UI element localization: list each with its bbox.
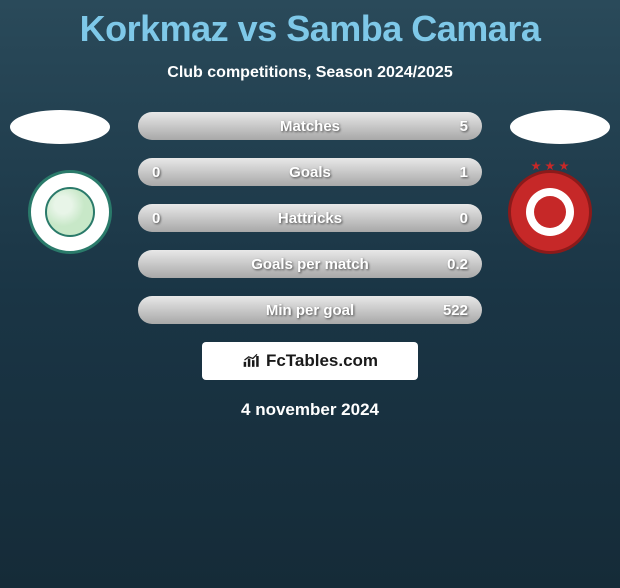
player-marker-right bbox=[510, 110, 610, 144]
stat-right-value: 0 bbox=[428, 210, 468, 227]
content-wrapper: Matches 5 0 Goals 1 0 Hattricks 0 Goals … bbox=[0, 112, 620, 420]
stat-label: Matches bbox=[280, 118, 340, 135]
stat-right-value: 0.2 bbox=[428, 256, 468, 273]
stat-right-value: 1 bbox=[428, 164, 468, 181]
stat-label: Goals bbox=[289, 164, 331, 181]
club-badge-left bbox=[28, 170, 112, 254]
stat-label: Min per goal bbox=[266, 302, 354, 319]
chart-icon bbox=[242, 353, 262, 369]
stat-left-value: 0 bbox=[152, 210, 192, 227]
season-subtitle: Club competitions, Season 2024/2025 bbox=[0, 64, 620, 82]
fctables-label: FcTables.com bbox=[266, 351, 378, 371]
stat-row: Goals per match 0.2 bbox=[138, 250, 482, 278]
stat-rows-container: Matches 5 0 Goals 1 0 Hattricks 0 Goals … bbox=[138, 112, 482, 324]
stat-row: 0 Goals 1 bbox=[138, 158, 482, 186]
stat-right-value: 522 bbox=[428, 302, 468, 319]
fctables-badge[interactable]: FcTables.com bbox=[202, 342, 418, 380]
stat-row: Matches 5 bbox=[138, 112, 482, 140]
stat-row: 0 Hattricks 0 bbox=[138, 204, 482, 232]
club-badge-right-inner bbox=[526, 188, 574, 236]
player-marker-left bbox=[10, 110, 110, 144]
date-text: 4 november 2024 bbox=[0, 400, 620, 420]
stat-right-value: 5 bbox=[428, 118, 468, 135]
club-badge-right bbox=[508, 170, 592, 254]
stat-row: Min per goal 522 bbox=[138, 296, 482, 324]
stat-label: Goals per match bbox=[251, 256, 369, 273]
stat-label: Hattricks bbox=[278, 210, 342, 227]
club-stars-icon bbox=[531, 161, 569, 171]
stat-left-value: 0 bbox=[152, 164, 192, 181]
comparison-title: Korkmaz vs Samba Camara bbox=[0, 8, 620, 50]
club-badge-left-inner bbox=[45, 187, 95, 237]
